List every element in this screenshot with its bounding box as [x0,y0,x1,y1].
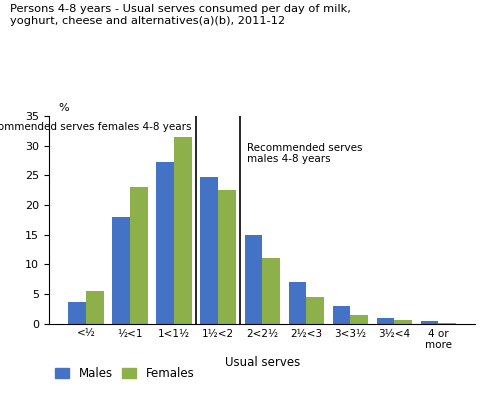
Bar [156,162,174,324]
Bar [439,322,456,324]
Bar [174,137,192,324]
Bar [130,187,147,324]
Bar [200,177,218,324]
Bar [86,291,103,324]
Bar [333,306,350,324]
Bar [421,321,439,324]
Legend: Males, Females: Males, Females [55,367,195,380]
Text: Recommended serves females 4-8 years: Recommended serves females 4-8 years [0,122,192,132]
Text: %: % [59,103,69,113]
Text: Recommended serves
males 4-8 years: Recommended serves males 4-8 years [247,143,362,164]
Bar [262,259,280,324]
Bar [350,315,368,324]
X-axis label: Usual serves: Usual serves [224,356,300,369]
Bar [69,303,86,324]
Bar [289,282,306,324]
Bar [394,320,412,324]
Bar [112,217,130,324]
Bar [245,235,262,324]
Text: Persons 4-8 years - Usual serves consumed per day of milk,
yoghurt, cheese and a: Persons 4-8 years - Usual serves consume… [10,4,351,26]
Bar [306,297,324,324]
Bar [218,190,236,324]
Bar [377,318,394,324]
